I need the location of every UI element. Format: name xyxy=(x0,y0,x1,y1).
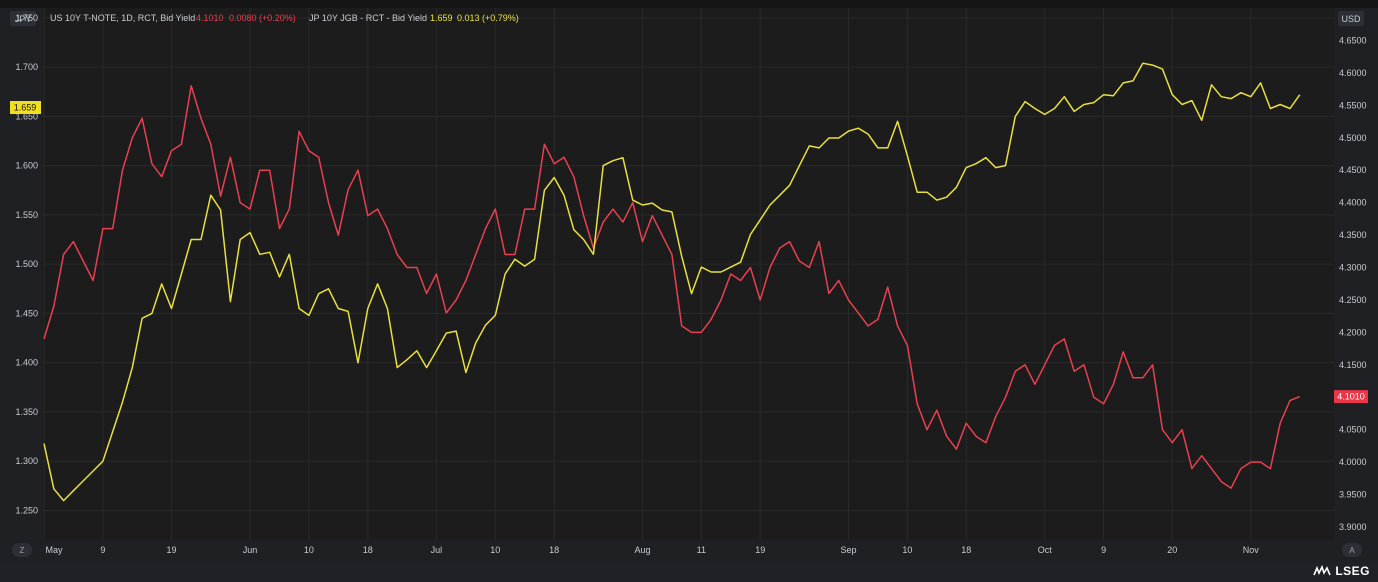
right-tick-label: 4.2500 xyxy=(1339,295,1367,305)
x-tick-label: May xyxy=(45,545,63,555)
right-unit-box[interactable] xyxy=(1338,11,1364,26)
jp-10y-line[interactable] xyxy=(43,62,1301,502)
zoom-left-label: Z xyxy=(20,546,25,555)
left-tick-label: 1.250 xyxy=(15,505,38,515)
us-last-value-tag xyxy=(1334,390,1368,404)
legend-jp-last: 1.659 xyxy=(430,13,453,23)
x-tick-label: 9 xyxy=(100,545,105,555)
x-tick-label: Sep xyxy=(840,545,856,555)
right-tick-label: 4.0500 xyxy=(1339,425,1367,435)
right-tick-label: 4.6500 xyxy=(1339,35,1367,45)
left-tick-label: 1.350 xyxy=(15,407,38,417)
x-axis-ticks: May 9 19 Jun 10 18 Jul 10 18 Aug 11 19 Sep 10 18 Oct 9 20… xyxy=(45,545,1259,555)
x-tick-label: Oct xyxy=(1038,545,1053,555)
x-tick-label: Aug xyxy=(634,545,650,555)
footer-bar: LSEG xyxy=(0,562,1378,582)
right-tick-label: 4.4500 xyxy=(1339,165,1367,175)
left-tick-label: 1.600 xyxy=(15,161,38,171)
left-tick-label: 1.500 xyxy=(15,259,38,269)
plot-area[interactable] xyxy=(42,8,1334,540)
legend-us-change: 0.0080 (+0.20%) xyxy=(229,13,296,23)
right-tick-label: 4.5000 xyxy=(1339,133,1367,143)
x-tick-label: 9 xyxy=(1101,545,1106,555)
left-tick-label: 1.300 xyxy=(15,456,38,466)
jp-last-value-tag xyxy=(10,101,41,115)
left-unit-box[interactable] xyxy=(10,11,36,26)
x-tick-label: 10 xyxy=(304,545,314,555)
bottom-axis-panel[interactable] xyxy=(0,540,1378,562)
right-tick-label: 4.3000 xyxy=(1339,263,1367,273)
zoom-right-label: A xyxy=(1349,546,1355,555)
right-tick-label: 4.4000 xyxy=(1339,198,1367,208)
left-tick-label: 1.700 xyxy=(15,62,38,72)
right-axis-panel[interactable] xyxy=(1334,8,1378,540)
left-axis-panel[interactable] xyxy=(0,8,42,540)
legend-us-last: 4.1010 xyxy=(196,13,224,23)
legend-us-name[interactable]: US 10Y T-NOTE, 1D, RCT, Bid Yield xyxy=(50,13,195,23)
x-tick-label: 10 xyxy=(490,545,500,555)
right-tick-label: 4.1500 xyxy=(1339,360,1367,370)
brand-text: LSEG xyxy=(1335,564,1370,578)
x-tick-label: 18 xyxy=(363,545,373,555)
x-tick-label: 18 xyxy=(549,545,559,555)
left-tick-label: 1.450 xyxy=(15,308,38,318)
right-tick-label: 4.0000 xyxy=(1339,457,1367,467)
x-tick-label: 18 xyxy=(961,545,971,555)
right-tick-label: 4.6000 xyxy=(1339,68,1367,78)
right-tick-label: 3.9500 xyxy=(1339,490,1367,500)
x-tick-label: 19 xyxy=(755,545,765,555)
right-axis-ticks: 4.6500 4.6000 4.5500 4.5000 4.4500 4.4000 4.35… xyxy=(1339,35,1367,532)
left-tick-label: 1.400 xyxy=(15,358,38,368)
x-tick-label: Jun xyxy=(243,545,258,555)
x-tick-label: 10 xyxy=(902,545,912,555)
legend-jp-name[interactable]: JP 10Y JGB - RCT - Bid Yield xyxy=(309,13,427,23)
jp-last-value-text: 1.659 xyxy=(14,103,37,113)
x-tick-label: Nov xyxy=(1243,545,1260,555)
left-tick-label: 1.650 xyxy=(15,111,38,121)
right-unit-label: USD xyxy=(1341,14,1361,24)
x-tick-label: 19 xyxy=(167,545,177,555)
lseg-mark-icon xyxy=(1313,565,1332,576)
legend-jp-change: 0.013 (+0.79%) xyxy=(457,13,519,23)
right-tick-label: 4.5500 xyxy=(1339,100,1367,110)
us-last-value-text: 4.1010 xyxy=(1337,392,1365,402)
right-tick-label: 4.2000 xyxy=(1339,327,1367,337)
left-unit-label: JPY xyxy=(15,14,32,24)
gridlines xyxy=(42,8,1334,540)
right-tick-label: 3.9000 xyxy=(1339,522,1367,532)
right-tick-label: 4.3500 xyxy=(1339,230,1367,240)
legend: US 10Y T-NOTE, 1D, RCT, Bid Yield 4.1010… xyxy=(50,13,519,23)
zoom-left-button[interactable] xyxy=(12,543,32,557)
left-tick-label: 1.750 xyxy=(15,13,38,23)
left-axis-ticks: 1.750 1.700 1.650 1.600 1.550 1.500 1.450 1.400… xyxy=(15,13,38,516)
x-tick-label: 20 xyxy=(1167,545,1177,555)
us-10y-line[interactable] xyxy=(43,85,1301,489)
left-tick-label: 1.550 xyxy=(15,210,38,220)
x-tick-label: Jul xyxy=(431,545,443,555)
brand-logo: LSEG xyxy=(1313,564,1370,578)
zoom-right-button[interactable] xyxy=(1342,543,1362,557)
x-tick-label: 11 xyxy=(697,545,706,555)
